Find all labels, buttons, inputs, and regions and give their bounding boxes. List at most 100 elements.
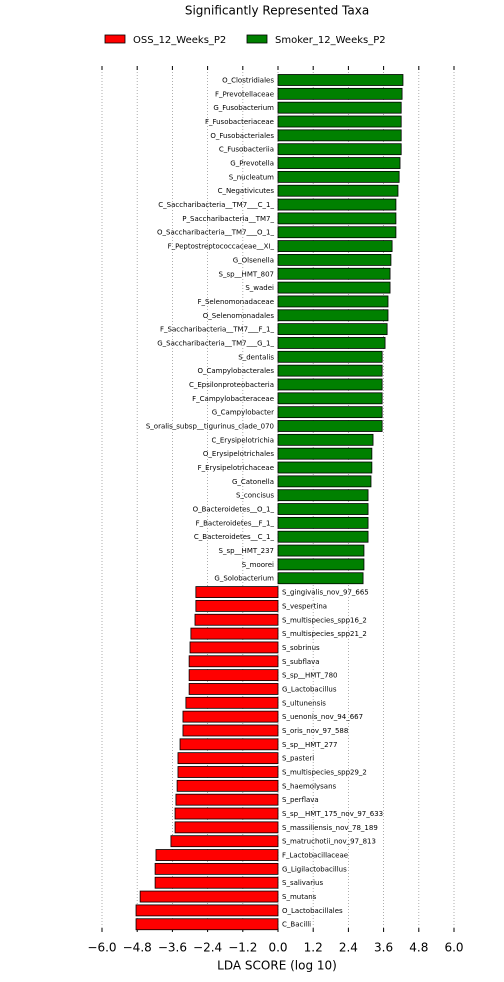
bar: [277, 240, 393, 252]
category-label: S_sp__HMT_175_nov_97_633: [282, 810, 383, 818]
category-label: O_Erysipelotrichales: [203, 450, 274, 458]
bar: [277, 115, 402, 128]
category-label: S_concisus: [236, 492, 274, 500]
category-label: S_pasteri: [282, 755, 314, 763]
x-tick-label: 2.4: [339, 941, 358, 955]
x-tick-label: −6.0: [87, 941, 116, 955]
bar: [154, 862, 279, 875]
category-label: F_Erysipelotrichaceae: [198, 464, 274, 472]
bar: [277, 489, 369, 502]
category-label: S_haemolysans: [282, 782, 337, 790]
category-label: O_Lactobacillales: [282, 907, 343, 915]
category-label: G_Catonella: [232, 478, 274, 486]
category-label: F_Saccharibacteria__TM7___F_1_: [160, 326, 274, 334]
bar: [277, 516, 369, 529]
category-label: C_Negativicutes: [218, 187, 275, 195]
bar: [277, 447, 373, 460]
bar: [277, 323, 388, 336]
bar: [277, 87, 403, 100]
category-label: O_Campylobacterales: [197, 367, 274, 375]
x-tick-label: 1.2: [304, 941, 323, 955]
category-label: F_Prevotellaceae: [215, 90, 274, 98]
bar: [277, 530, 369, 543]
x-tick-label: −1.2: [228, 941, 257, 955]
bar: [277, 406, 383, 419]
category-label: S_gingivalis_nov_97_665: [282, 589, 369, 597]
category-label: S_multispecies_spp16_2: [282, 616, 367, 624]
bar: [174, 807, 279, 820]
category-label: C_Bacilli: [282, 921, 311, 929]
bar: [277, 170, 400, 183]
x-tick-label: 0.0: [268, 941, 287, 955]
x-tick-label: 4.8: [409, 941, 428, 955]
category-label: C_Epsilonproteobacteria: [189, 381, 274, 389]
category-label: S_uenonis_nov_94_667: [282, 713, 363, 721]
category-label: S_nucleatum: [229, 173, 274, 181]
bar: [277, 254, 392, 266]
category-label: O_Bacteroidetes__O_1_: [193, 506, 275, 514]
bar: [135, 904, 279, 917]
category-label: S_sobrinus: [282, 644, 320, 652]
bar: [155, 849, 279, 861]
legend-swatch: [246, 34, 268, 44]
category-label: S_vespertina: [282, 602, 327, 610]
x-axis-label: LDA SCORE (log 10): [217, 959, 337, 973]
category-label: S_oralis_subsp__tigurinus_clade_070: [146, 423, 274, 431]
category-label: S_subflava: [282, 658, 320, 666]
bar: [277, 74, 404, 86]
bar: [188, 655, 279, 668]
bar: [174, 821, 279, 834]
bar: [176, 779, 279, 792]
chart-title: Significantly Represented Taxa: [185, 4, 369, 18]
bar: [277, 350, 383, 363]
bar: [170, 835, 279, 848]
category-label: S_matruchotii_nov_97_813: [282, 838, 376, 846]
category-label: S_wadei: [245, 284, 274, 292]
category-label: C_Fusobacteriia: [219, 146, 274, 154]
category-label: C_Saccharibacteria__TM7___C_1_: [158, 201, 274, 209]
legend-label: Smoker_12_Weeks_P2: [275, 35, 386, 46]
bar: [189, 641, 279, 654]
bar: [277, 572, 364, 585]
x-tick-label: −3.6: [158, 941, 187, 955]
bar: [277, 226, 397, 239]
category-label: S_moorei: [242, 561, 274, 569]
category-label: G_Campylobacter: [212, 409, 274, 417]
category-label: S_massiliensis_nov_78_189: [282, 824, 378, 832]
category-label: S_salivarius: [282, 879, 323, 887]
category-label: S_sp__HMT_807: [219, 270, 274, 278]
bar: [277, 475, 372, 488]
bar: [277, 101, 402, 114]
category-label: S_ultunensis: [282, 699, 326, 707]
bar: [277, 281, 391, 294]
category-label: F_Lactobacillaceae: [282, 852, 348, 860]
bar: [277, 212, 397, 225]
x-tick-label: −2.4: [193, 941, 222, 955]
bar: [277, 364, 383, 377]
bar: [277, 157, 401, 169]
bar: [175, 793, 279, 806]
bar: [177, 752, 279, 765]
bar: [277, 503, 369, 515]
category-label: F_Bacteroidetes__F_1_: [196, 519, 275, 527]
bar: [277, 267, 391, 280]
bar: [188, 669, 279, 682]
category-label: O_Saccharibacteria__TM7___O_1_: [157, 229, 274, 237]
bar: [135, 918, 279, 931]
bar: [277, 184, 399, 197]
bar: [154, 876, 279, 889]
category-label: S_sp__HMT_780: [282, 672, 337, 680]
bar: [277, 129, 402, 142]
bar: [182, 724, 279, 737]
legend-label: OSS_12_Weeks_P2: [133, 35, 226, 46]
category-label: G_Saccharibacteria__TM7___G_1_: [157, 339, 274, 347]
category-label: O_Selenomonadales: [203, 312, 275, 320]
category-label: O_Fusobacteriales: [210, 132, 274, 140]
bar: [179, 738, 279, 751]
bar: [177, 766, 279, 778]
bar: [277, 198, 397, 211]
category-label: G_Prevotella: [230, 160, 274, 168]
bar: [182, 710, 279, 723]
category-label: G_Solobacterium: [214, 575, 274, 583]
bar: [277, 378, 383, 391]
